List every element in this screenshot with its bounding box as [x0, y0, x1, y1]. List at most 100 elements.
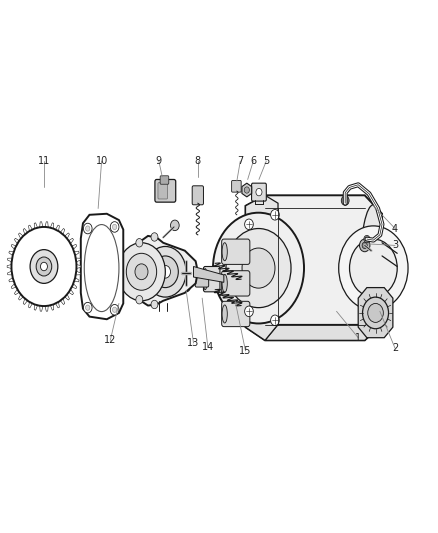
Circle shape — [170, 220, 179, 231]
Circle shape — [85, 305, 90, 310]
Polygon shape — [23, 229, 28, 235]
Polygon shape — [7, 264, 11, 269]
Polygon shape — [76, 264, 81, 269]
Polygon shape — [357, 288, 392, 338]
Circle shape — [112, 307, 117, 312]
Polygon shape — [55, 225, 59, 231]
Polygon shape — [34, 223, 38, 229]
FancyBboxPatch shape — [195, 271, 208, 287]
Polygon shape — [75, 271, 80, 275]
Polygon shape — [9, 278, 14, 282]
Text: 3: 3 — [391, 240, 397, 251]
Circle shape — [135, 295, 142, 304]
Ellipse shape — [222, 274, 227, 293]
Polygon shape — [9, 251, 14, 255]
Ellipse shape — [222, 243, 227, 261]
Circle shape — [110, 304, 119, 315]
Polygon shape — [18, 233, 23, 239]
Polygon shape — [23, 298, 28, 304]
Text: 8: 8 — [194, 156, 201, 166]
FancyBboxPatch shape — [221, 239, 249, 264]
Polygon shape — [14, 289, 19, 295]
Polygon shape — [39, 306, 43, 311]
Circle shape — [226, 229, 290, 308]
Polygon shape — [18, 294, 23, 300]
Circle shape — [134, 264, 148, 280]
Circle shape — [244, 219, 253, 230]
FancyBboxPatch shape — [231, 181, 240, 192]
Polygon shape — [65, 294, 69, 300]
Polygon shape — [60, 229, 64, 235]
Text: 1: 1 — [354, 333, 360, 343]
Polygon shape — [193, 266, 223, 282]
Polygon shape — [7, 271, 12, 275]
Polygon shape — [55, 302, 59, 308]
Polygon shape — [71, 284, 77, 289]
Circle shape — [144, 246, 186, 297]
FancyBboxPatch shape — [160, 176, 168, 184]
Circle shape — [85, 226, 90, 231]
Polygon shape — [81, 214, 123, 319]
Polygon shape — [71, 244, 77, 249]
Polygon shape — [75, 258, 80, 262]
Polygon shape — [68, 289, 73, 295]
FancyBboxPatch shape — [155, 180, 175, 202]
Circle shape — [40, 262, 47, 271]
FancyBboxPatch shape — [221, 271, 249, 296]
Polygon shape — [74, 251, 79, 255]
Polygon shape — [11, 284, 16, 289]
Polygon shape — [45, 306, 48, 311]
Circle shape — [152, 256, 178, 288]
Polygon shape — [7, 258, 12, 262]
Circle shape — [349, 239, 396, 297]
Circle shape — [361, 242, 367, 248]
Text: 12: 12 — [104, 335, 116, 345]
Circle shape — [126, 253, 156, 290]
Polygon shape — [45, 222, 48, 227]
Circle shape — [367, 303, 382, 322]
Text: 11: 11 — [38, 156, 50, 166]
Polygon shape — [68, 238, 73, 244]
FancyBboxPatch shape — [203, 266, 219, 292]
Ellipse shape — [202, 269, 207, 290]
Text: 6: 6 — [250, 156, 256, 166]
Polygon shape — [245, 195, 277, 341]
Polygon shape — [245, 195, 381, 341]
Circle shape — [83, 302, 92, 313]
Circle shape — [212, 213, 304, 324]
Circle shape — [340, 196, 348, 205]
Polygon shape — [50, 304, 53, 310]
Polygon shape — [50, 223, 53, 229]
Text: 2: 2 — [391, 343, 397, 353]
Text: 7: 7 — [237, 156, 243, 166]
FancyBboxPatch shape — [221, 301, 249, 327]
Circle shape — [241, 248, 274, 288]
Ellipse shape — [222, 305, 227, 323]
Text: 13: 13 — [187, 338, 199, 348]
Polygon shape — [241, 183, 251, 197]
Polygon shape — [28, 302, 32, 308]
Polygon shape — [11, 244, 16, 249]
Text: 9: 9 — [155, 156, 162, 166]
Circle shape — [151, 233, 158, 241]
Circle shape — [338, 226, 407, 310]
Polygon shape — [74, 278, 79, 282]
Polygon shape — [60, 298, 64, 304]
FancyBboxPatch shape — [192, 186, 203, 205]
Polygon shape — [39, 222, 43, 227]
Text: 10: 10 — [95, 156, 107, 166]
Circle shape — [270, 209, 279, 220]
Polygon shape — [133, 236, 198, 305]
Text: 14: 14 — [201, 342, 213, 352]
Circle shape — [36, 257, 52, 276]
Ellipse shape — [360, 205, 385, 332]
Circle shape — [244, 187, 249, 193]
Circle shape — [359, 239, 369, 252]
Circle shape — [270, 315, 279, 326]
Circle shape — [30, 249, 58, 284]
Circle shape — [83, 223, 92, 234]
Text: 15: 15 — [239, 346, 251, 356]
Circle shape — [110, 222, 119, 232]
Circle shape — [181, 281, 190, 292]
Polygon shape — [28, 225, 32, 231]
